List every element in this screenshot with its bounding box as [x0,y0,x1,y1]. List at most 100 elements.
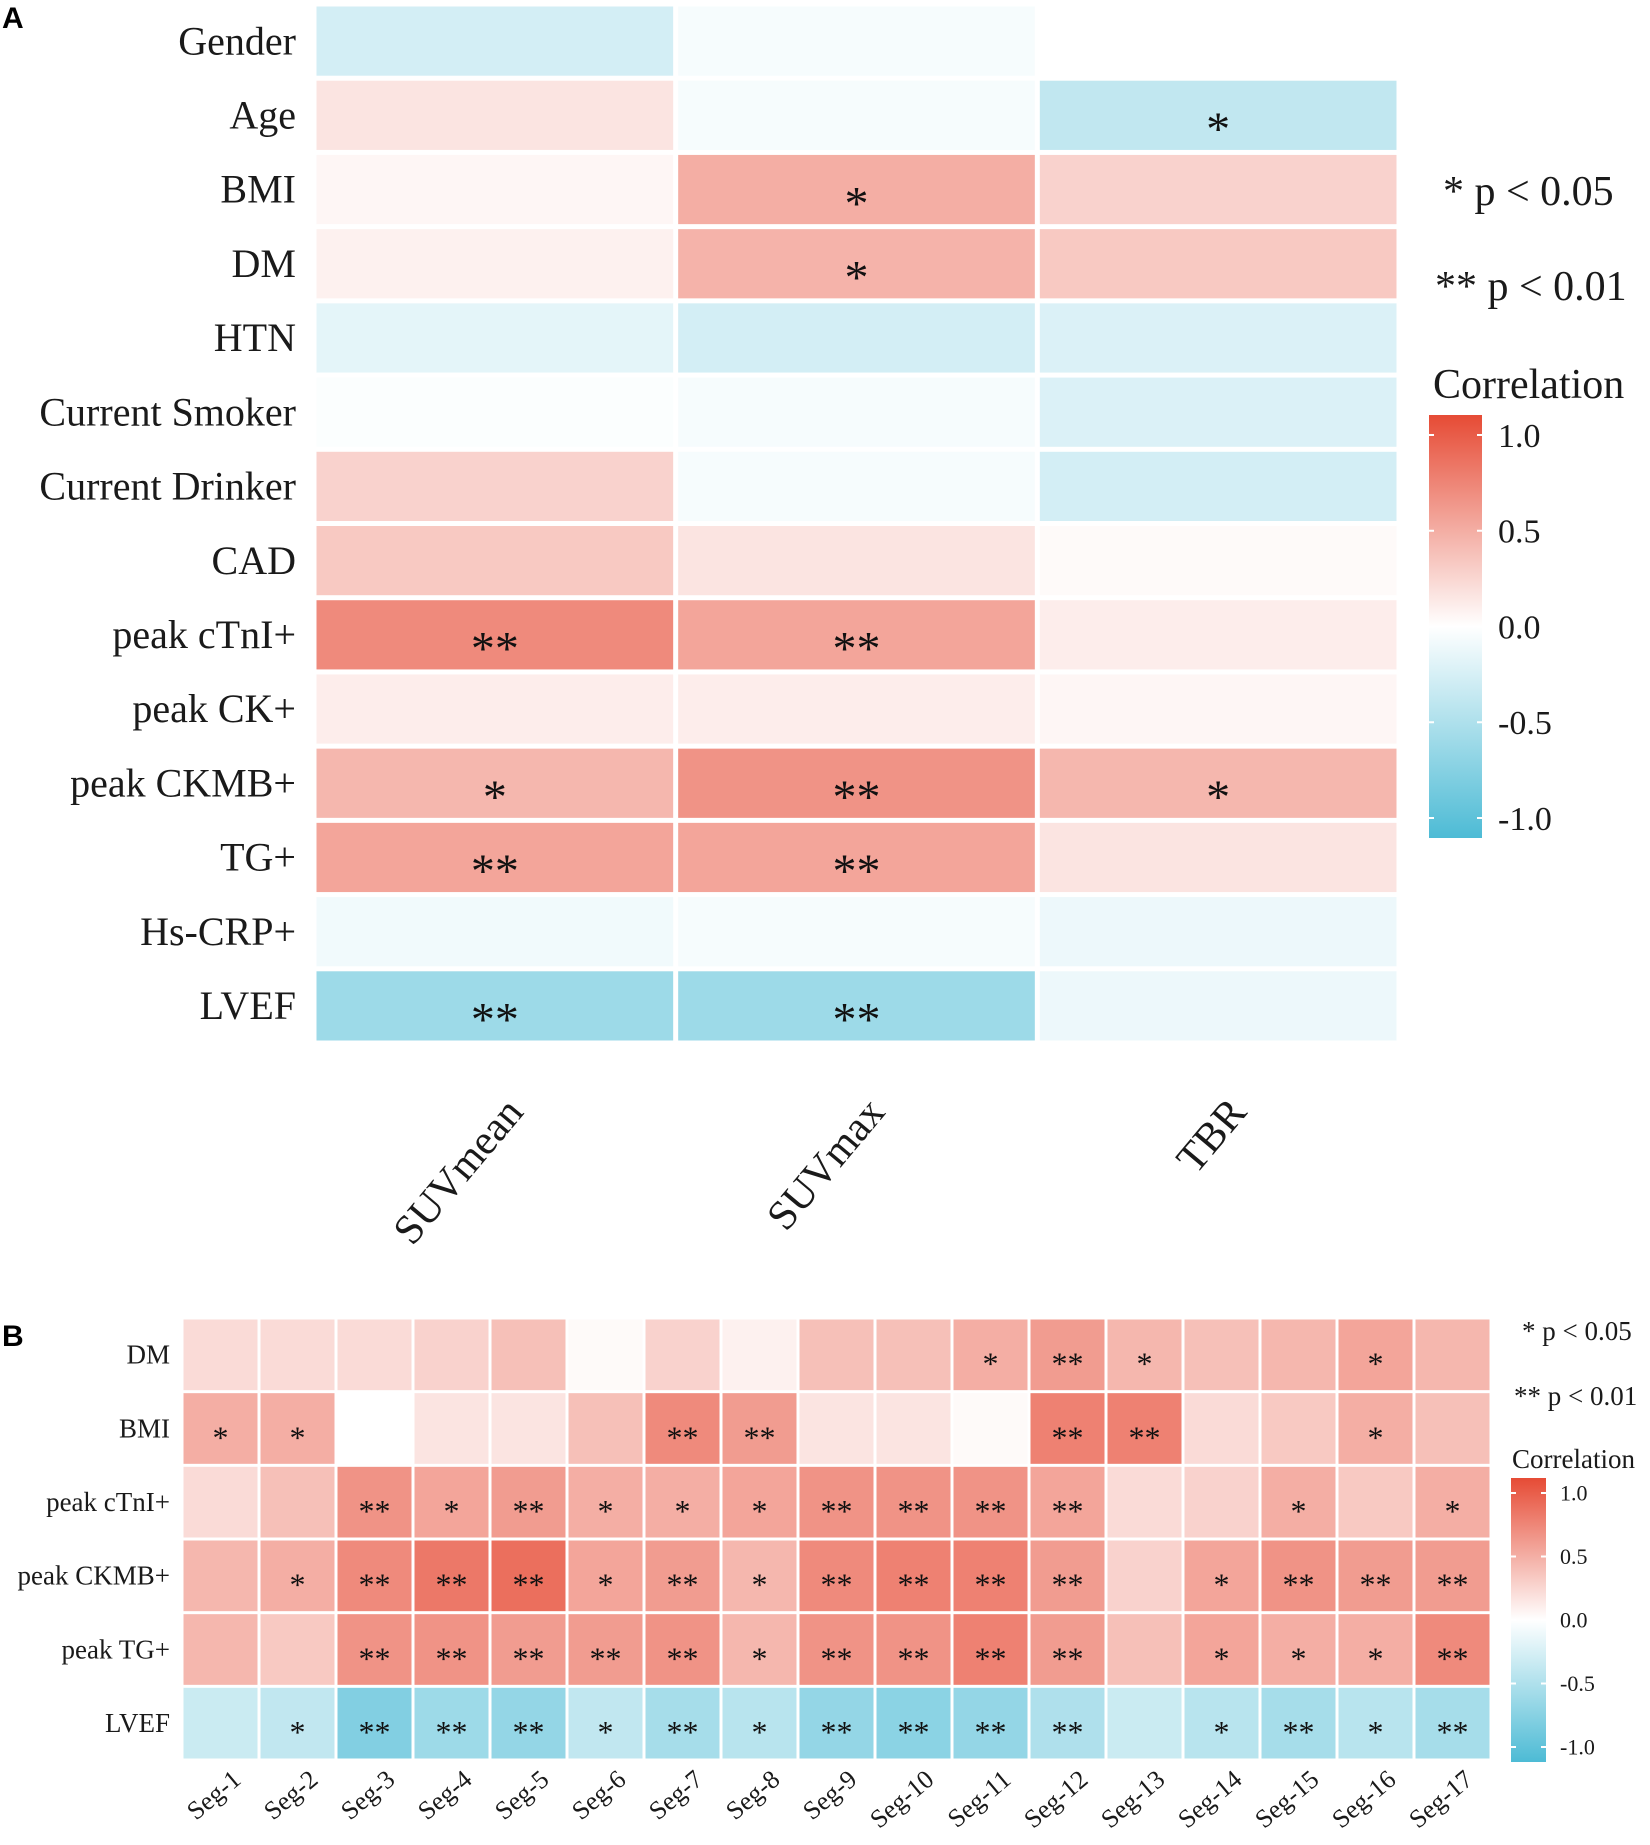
heatmap-cell [1030,1687,1105,1759]
significance-mark: ** [833,771,881,824]
column-label: TBR [1168,1090,1256,1182]
significance-mark: ** [1129,1419,1161,1455]
heatmap-cell [260,1466,335,1538]
heatmap-cell [1261,1319,1336,1391]
heatmap-cell [876,1614,951,1685]
column-label: Seg-12 [1018,1764,1093,1834]
heatmap-cell [1184,1319,1259,1391]
significance-mark: * [845,252,869,305]
significance-mark: ** [898,1640,930,1676]
significance-mark: * [675,1493,691,1529]
heatmap-cell [316,897,674,967]
significance-mark: ** [1052,1640,1084,1676]
heatmap-cell [260,1540,335,1612]
heatmap-cell [1184,1687,1259,1759]
significance-mark: * [845,177,869,230]
heatmap-cell [722,1466,797,1538]
heatmap-cell [1039,897,1397,967]
heatmap-cell [678,897,1035,967]
heatmap-cell [799,1540,874,1612]
heatmap-cell [1030,1614,1105,1685]
heatmap-cell [1184,1393,1259,1464]
heatmap-cell [1107,1466,1182,1538]
significance-mark: ** [975,1714,1007,1750]
significance-mark: ** [359,1714,391,1750]
column-label: Seg-11 [942,1764,1016,1833]
significance-mark: ** [471,845,519,898]
row-label: peak cTnI+ [112,612,296,657]
significance-mark: ** [513,1714,545,1750]
heatmap-cell [678,377,1035,447]
significance-mark: * [1291,1640,1307,1676]
heatmap-cell [645,1319,720,1391]
heatmap-cell [678,822,1035,893]
heatmap-cell [414,1687,489,1759]
significance-mark: ** [1052,1346,1084,1382]
heatmap-cell [1030,1319,1105,1391]
row-label: Current Drinker [39,464,296,509]
heatmap-cell [491,1687,566,1759]
heatmap-cell [568,1540,643,1612]
heatmap-cell [1107,1540,1182,1612]
heatmap-cell [183,1319,258,1391]
heatmap-cell [722,1687,797,1759]
heatmap-cell [1039,154,1397,225]
heatmap-cell [316,674,674,744]
colorbar [1429,415,1482,838]
row-label: peak cTnI+ [46,1487,170,1517]
heatmap-cell [337,1393,412,1464]
significance-mark: ** [667,1640,699,1676]
row-label: Hs-CRP+ [140,909,296,954]
heatmap-cell [1415,1614,1490,1685]
heatmap-cell [799,1393,874,1464]
heatmap-cell [645,1540,720,1612]
significance-mark: * [598,1567,614,1603]
heatmap-cell [316,822,674,893]
heatmap-cell [1107,1614,1182,1685]
heatmap-cell [678,971,1035,1041]
significance-mark: * [1291,1493,1307,1529]
significance-mark: * [290,1567,306,1603]
column-label: Seg-13 [1095,1764,1170,1834]
heatmap-cell [1039,971,1397,1041]
significance-mark: * [290,1419,306,1455]
heatmap-cell [1338,1319,1413,1391]
heatmap-cell [1338,1393,1413,1464]
significance-mark: * [1214,1714,1230,1750]
heatmap-cell [722,1393,797,1464]
row-label: LVEF [105,1708,170,1738]
heatmap-cell [1039,451,1397,521]
heatmap-cell [337,1687,412,1759]
heatmap-cell [1107,1319,1182,1391]
colorbar-tick-label: 1.0 [1498,418,1541,455]
significance-mark: ** [359,1640,391,1676]
heatmap-cell [1261,1540,1336,1612]
significance-mark: ** [1437,1714,1469,1750]
significance-mark: ** [821,1714,853,1750]
column-label: Seg-10 [864,1764,939,1834]
significance-mark: * [213,1419,229,1455]
heatmap-cell [1039,229,1397,299]
heatmap-cell [337,1319,412,1391]
significance-mark: * [1368,1346,1384,1382]
significance-mark: ** [1437,1567,1469,1603]
heatmap-cell [678,303,1035,373]
heatmap-cell [645,1466,720,1538]
heatmap-cell [799,1319,874,1391]
column-label: SUVmax [758,1090,894,1239]
significance-mark: ** [975,1493,1007,1529]
heatmap-cell [799,1466,874,1538]
heatmap-cell [953,1466,1028,1538]
significance-mark: * [752,1493,768,1529]
heatmap-cell [1107,1687,1182,1759]
heatmap-cell [414,1393,489,1464]
heatmap-cell [953,1393,1028,1464]
significance-mark: ** [898,1714,930,1750]
legend-sig-005: * p < 0.05 [1443,169,1614,215]
significance-mark: ** [1360,1567,1392,1603]
heatmap-cell [1261,1614,1336,1685]
heatmap-cell [316,451,674,521]
heatmap-cell [316,600,674,670]
heatmap-cell [337,1466,412,1538]
significance-mark: ** [513,1640,545,1676]
